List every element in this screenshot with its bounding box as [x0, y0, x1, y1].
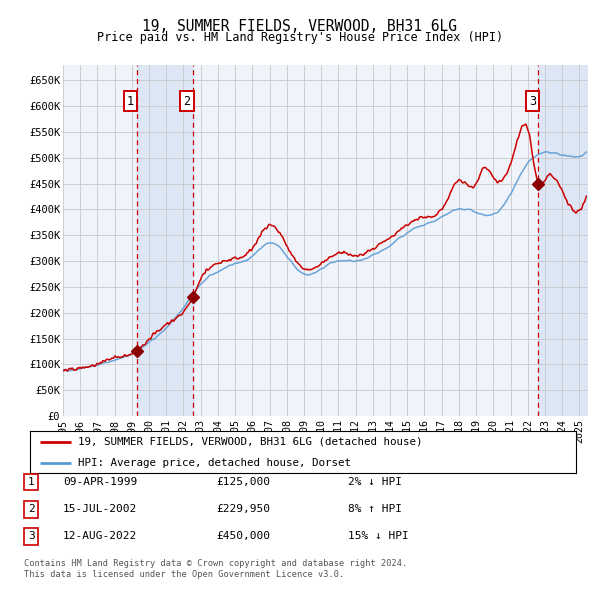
Text: £229,950: £229,950	[216, 504, 270, 514]
Text: 8% ↑ HPI: 8% ↑ HPI	[348, 504, 402, 514]
Text: Contains HM Land Registry data © Crown copyright and database right 2024.: Contains HM Land Registry data © Crown c…	[24, 559, 407, 568]
Text: £450,000: £450,000	[216, 532, 270, 541]
Bar	[137, 65, 193, 416]
Text: 2: 2	[28, 504, 35, 514]
Text: HPI: Average price, detached house, Dorset: HPI: Average price, detached house, Dors…	[78, 458, 351, 468]
Text: Price paid vs. HM Land Registry's House Price Index (HPI): Price paid vs. HM Land Registry's House …	[97, 31, 503, 44]
Text: 2% ↓ HPI: 2% ↓ HPI	[348, 477, 402, 487]
Text: 1: 1	[127, 94, 134, 107]
Text: 2: 2	[183, 94, 190, 107]
Text: 1: 1	[28, 477, 35, 487]
Text: 15% ↓ HPI: 15% ↓ HPI	[348, 532, 409, 541]
Text: 19, SUMMER FIELDS, VERWOOD, BH31 6LG (detached house): 19, SUMMER FIELDS, VERWOOD, BH31 6LG (de…	[78, 437, 422, 447]
Text: 19, SUMMER FIELDS, VERWOOD, BH31 6LG: 19, SUMMER FIELDS, VERWOOD, BH31 6LG	[143, 19, 458, 34]
Text: 09-APR-1999: 09-APR-1999	[63, 477, 137, 487]
Bar	[538, 65, 588, 416]
Text: This data is licensed under the Open Government Licence v3.0.: This data is licensed under the Open Gov…	[24, 571, 344, 579]
Text: £125,000: £125,000	[216, 477, 270, 487]
Text: 3: 3	[529, 94, 536, 107]
Text: 15-JUL-2002: 15-JUL-2002	[63, 504, 137, 514]
Text: 3: 3	[28, 532, 35, 541]
Text: 12-AUG-2022: 12-AUG-2022	[63, 532, 137, 541]
